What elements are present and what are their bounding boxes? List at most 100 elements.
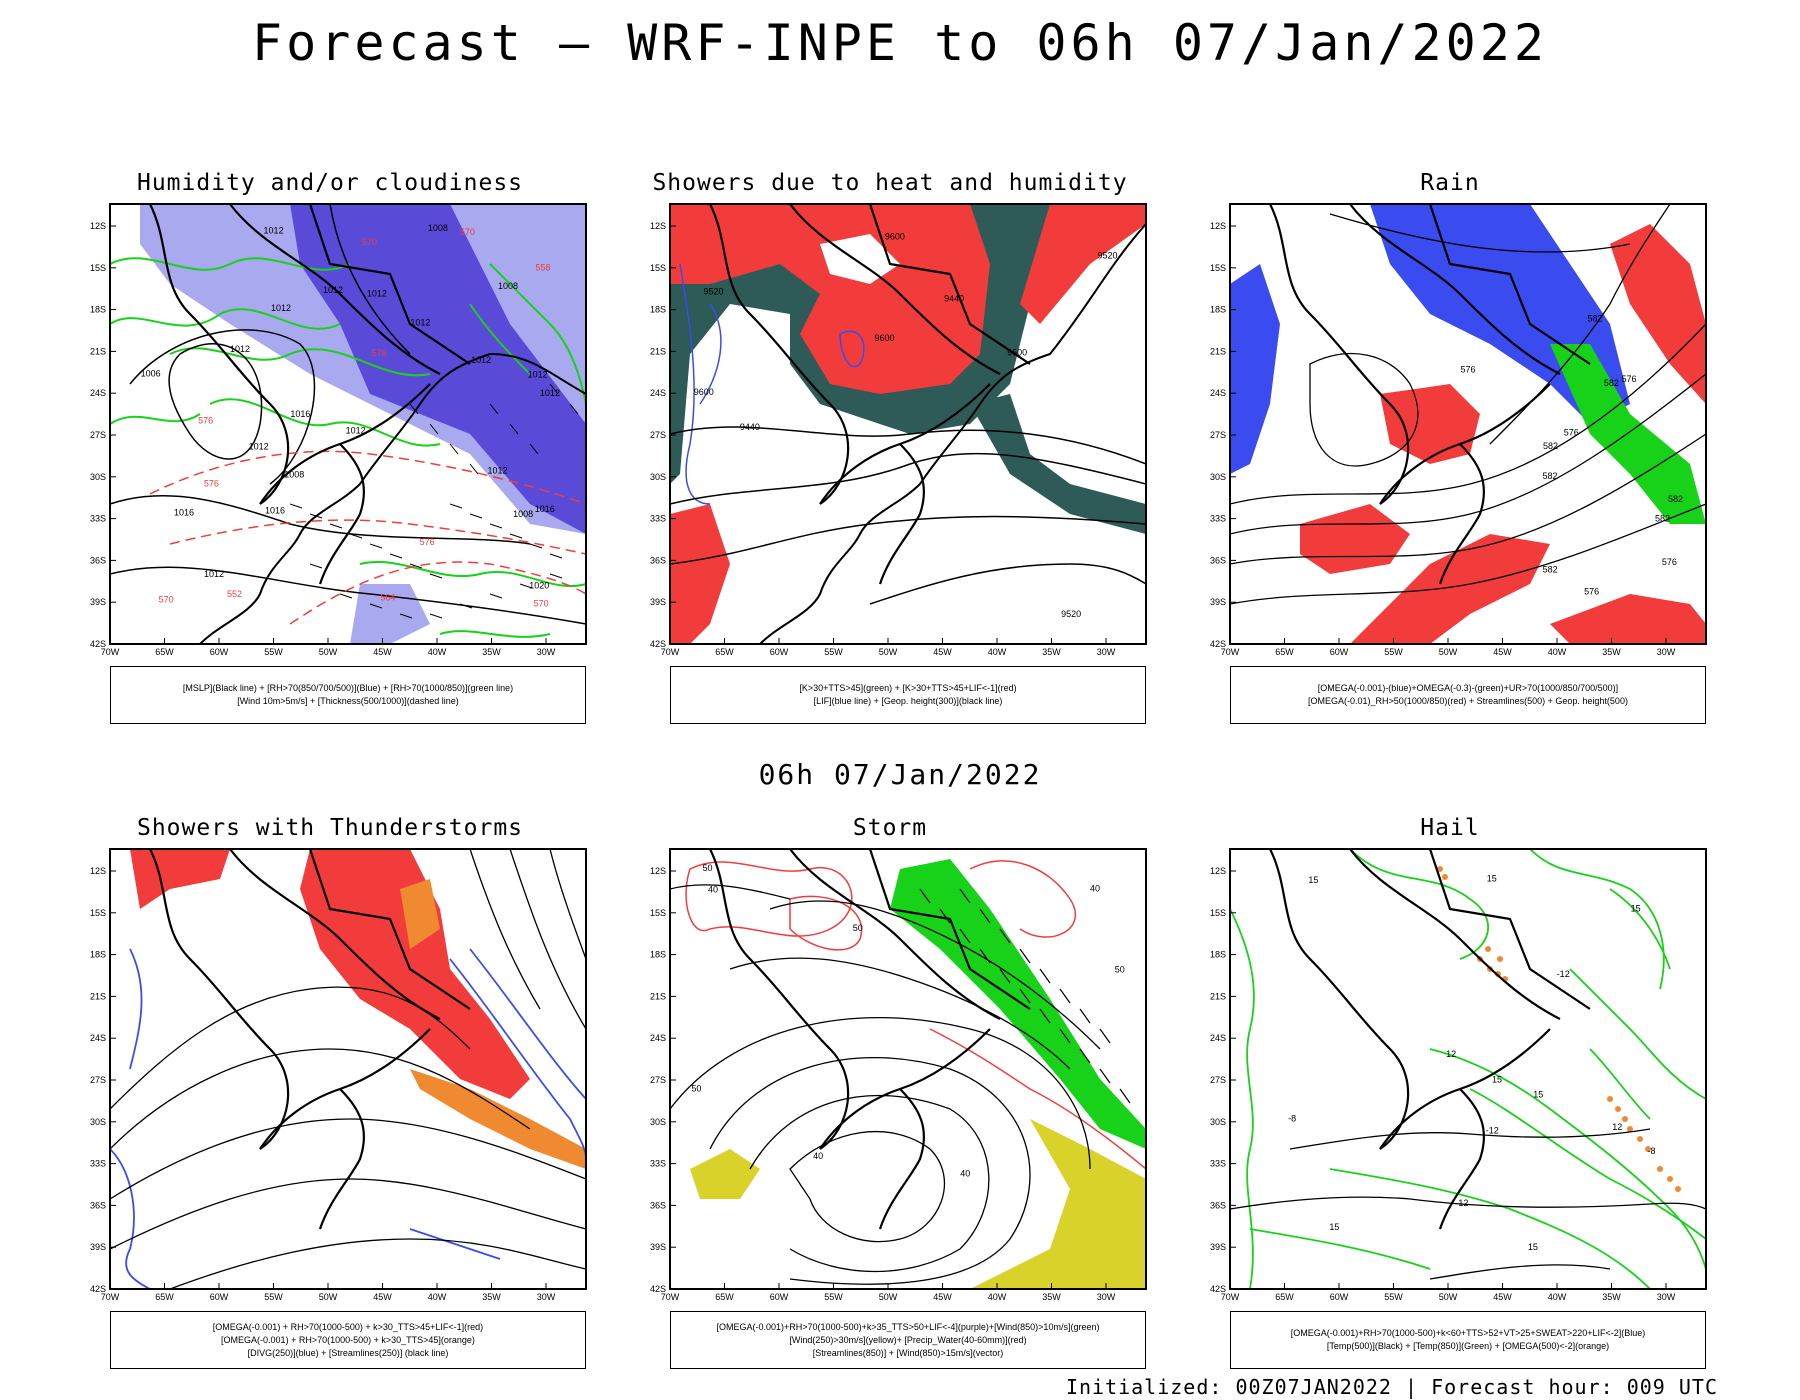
contour-label: 15 [1487,874,1497,884]
white-gap [820,234,900,284]
lat-tick-label: 15S [90,263,106,273]
lat-tick-label: 15S [90,908,106,918]
lat-tick-label: 18S [90,950,106,960]
green-rh-contours [109,257,587,638]
lon-tick-label: 35W [482,1292,501,1302]
legend-line: [MSLP](Black line) + [RH>70(850/700/500)… [182,683,514,693]
legend-line: [Wind 10m>5m/s] + [Thickness(500/1000)](… [237,696,459,706]
contour-label: 15 [1308,875,1318,885]
lat-tick-label: 33S [1210,514,1226,524]
storm-red-west [130,849,230,909]
lat-tick-label: 39S [90,597,106,607]
storm-red-area [300,849,530,1099]
lat-tick-label: 27S [650,1075,666,1085]
lat-tick-label: 27S [1210,1075,1226,1085]
lon-tick-label: 60W [1330,647,1349,657]
contour-label: 1012 [323,285,343,295]
temp500-black [1229,1128,1707,1280]
map-frame [669,203,1147,645]
panel-title: Showers due to heat and humidity [652,170,1128,196]
lat-tick-label: 39S [1210,1242,1226,1252]
contour-label: 1012 [488,466,508,476]
contour-label: 1008 [428,223,448,233]
lat-tick-label: 42S [1210,1284,1226,1294]
contour-label: 1008 [498,281,518,291]
contour-label: 15 [1533,1089,1543,1099]
lat-tick-label: 24S [650,388,666,398]
lon-tick-label: 55W [824,647,843,657]
lon-tick-label: 40W [1548,1292,1567,1302]
lon-tick-label: 45W [1493,647,1512,657]
lat-tick-label: 21S [90,991,106,1001]
contour-label: 1006 [141,368,161,378]
legend-line: [Temp(500)](Black) + [Temp(850)](Green) … [1326,1341,1610,1351]
thickness-label: 570 [159,594,174,604]
lat-tick-label: 12S [650,221,666,231]
thickness-label: 576 [204,478,219,488]
contour-label: 1016 [265,506,285,516]
lat-tick-label: 27S [90,1075,106,1085]
lat-tick-label: 12S [650,866,666,876]
lat-tick-label: 36S [90,1200,106,1210]
contour-label: 576 [1662,557,1677,567]
contour-label: 40 [960,1169,970,1179]
blue-rh-core [290,204,586,534]
panel-storm: Storm 12S 15S 18S 2 [630,815,1150,1375]
lat-tick-label: 21S [650,346,666,356]
lon-tick-label: 50W [1439,647,1458,657]
contour-label: 1012 [230,344,250,354]
legend-line: [OMEGA(-0.001)+RH>70(1000-500)+k>35_TTS>… [716,1321,1100,1332]
legend-line: [OMEGA(-0.001) + RH>70(1000-500) + k>30_… [221,1334,475,1345]
contour-label: -12 [1557,969,1570,979]
lat-tick-label: 30S [1210,1117,1226,1127]
lat-tick-label: 30S [650,472,666,482]
contour-label: 576 [1622,374,1637,384]
legend-line: [K>30+TTS>45](green) + [K>30+TTS>45+LIF<… [799,683,1017,693]
contour-label: 1020 [529,581,549,591]
lon-tick-label: 70W [1221,647,1240,657]
lat-tick-label: 36S [650,1200,666,1210]
contour-label: 9600 [694,387,714,397]
lon-tick-label: 60W [770,647,789,657]
lon-tick-label: 35W [1602,647,1621,657]
contour-label: 582 [1543,564,1558,574]
lat-tick-label: 30S [90,472,106,482]
lat-tick-label: 33S [90,514,106,524]
country-borders [1269,203,1591,585]
lat-tick-label: 27S [1210,430,1226,440]
lon-tick-label: 35W [1602,1292,1621,1302]
thickness-label: 564 [380,592,395,602]
panel-legend: [OMEGA(-0.001)+RH>70(1000-500)+k<60+TTS>… [1230,1311,1706,1369]
lon-tick-label: 55W [264,647,283,657]
lat-tick-label: 21S [1210,991,1226,1001]
panel-legend: [MSLP](Black line) + [RH>70(850/700/500)… [110,666,586,724]
lat-tick-label: 21S [90,346,106,356]
contour-label: 15 [1631,903,1641,913]
lat-tick-label: 27S [650,430,666,440]
lat-tick-label: 24S [1210,1033,1226,1043]
storm-yellow-jet [970,1119,1146,1289]
lat-tick-label: 27S [90,430,106,440]
contour-label: -12 [1486,1125,1499,1135]
contour-label: 1008 [513,509,533,519]
panel-title: Storm [852,815,928,841]
rain-green-band [1550,344,1706,524]
thickness-label: 576 [372,348,387,358]
lon-tick-label: 65W [155,1292,174,1302]
thickness-label: 570 [460,227,475,237]
lon-tick-label: 65W [155,647,174,657]
contour-label: 1012 [471,355,491,365]
panel-showers-heat: Showers due to heat and humidity 12S 15S 1… [630,170,1150,730]
lat-tick-label: 39S [650,597,666,607]
contour-label: 9520 [703,287,723,297]
panel-hail: Hail [1190,815,1710,1375]
lon-tick-label: 40W [428,647,447,657]
lat-tick-label: 18S [1210,305,1226,315]
lon-tick-label: 70W [101,647,120,657]
lon-tick-label: 30W [537,1292,556,1302]
lat-tick-label: 33S [1210,1159,1226,1169]
